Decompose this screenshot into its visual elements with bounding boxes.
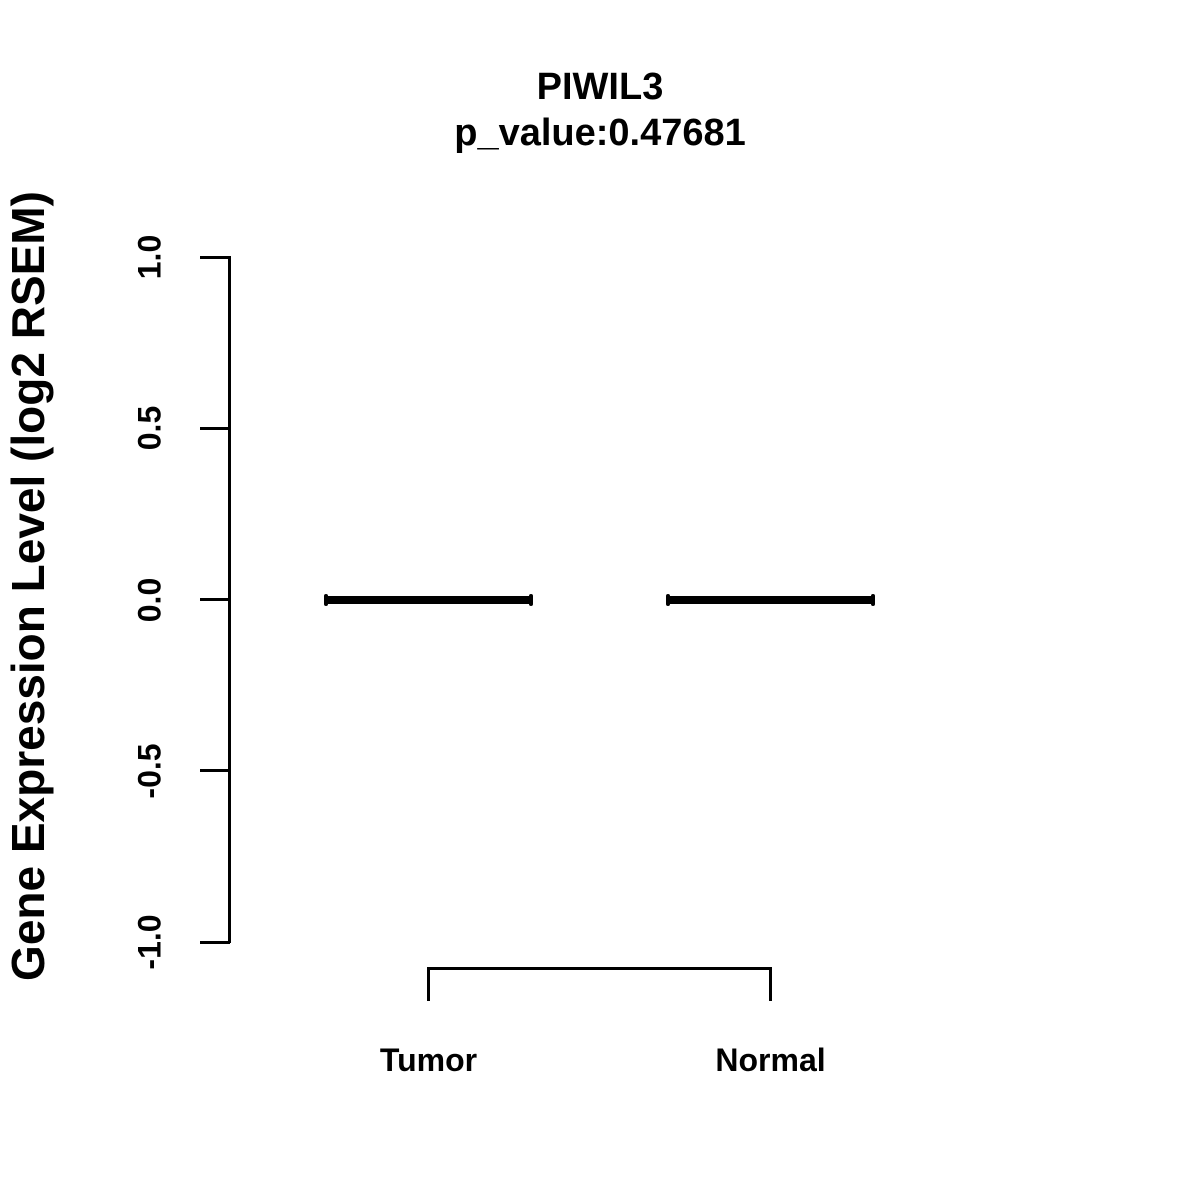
median-line-normal (667, 595, 874, 604)
pvalue-subtitle: p_value:0.47681 (454, 112, 746, 154)
box-edge (529, 593, 533, 606)
y-tick-label-text: 0.0 (131, 577, 168, 622)
chart-title: PIWIL3 p_value:0.47681 (0, 64, 1200, 156)
y-tick-mark (200, 598, 230, 601)
group-label-tumor: Tumor (379, 1042, 478, 1078)
y-tick-label-text: 0.5 (131, 406, 168, 451)
y-tick-label-text: -1.0 (131, 914, 168, 970)
y-tick-label-text: 1.0 (131, 234, 168, 280)
y-tick-label-text: -0.5 (131, 743, 168, 799)
y-axis-title-text: Gene Expression Level (log2 RSEM) (2, 191, 54, 981)
box-edge (324, 593, 328, 606)
bracket-vertical (427, 967, 430, 1001)
box-edge (666, 593, 670, 606)
y-tick-mark (200, 255, 230, 259)
box-edge (871, 593, 875, 606)
bracket-horizontal (427, 967, 772, 970)
bracket-vertical (769, 967, 772, 1001)
group-label-normal: Normal (715, 1042, 826, 1078)
y-tick-mark (200, 426, 230, 430)
y-tick-mark (200, 769, 230, 773)
median-line-tumor (325, 595, 532, 604)
y-tick-mark (200, 940, 230, 944)
gene-title: PIWIL3 (536, 66, 664, 108)
